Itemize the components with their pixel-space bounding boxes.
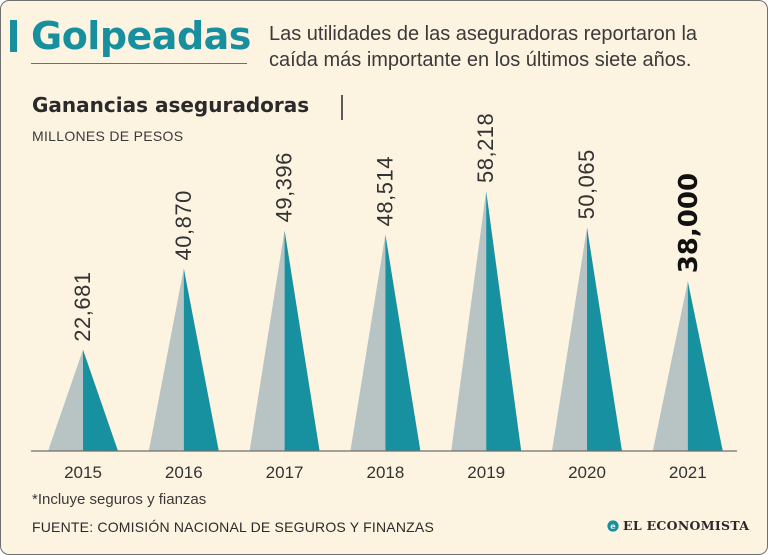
value-label: 50,065	[574, 149, 599, 219]
peak-light-face	[552, 227, 587, 451]
brand-logo-icon: e	[607, 519, 619, 532]
x-tick-label: 2017	[266, 463, 304, 482]
title-separator	[341, 95, 343, 120]
value-label: 49,396	[272, 152, 297, 222]
peak-light-face	[48, 349, 83, 451]
brand: e EL ECONOMISTA	[607, 518, 749, 533]
peak-2016	[148, 268, 219, 451]
peak-dark-face	[83, 349, 118, 451]
value-label: 22,681	[70, 271, 95, 341]
x-tick-label: 2018	[366, 463, 404, 482]
value-label: 40,870	[171, 190, 196, 260]
x-tick-labels: 2015 2016 2017 2018 2019 2020 2021	[64, 463, 707, 482]
headline: Golpeadas	[31, 14, 251, 58]
footnote: *Incluye seguros y fianzas	[32, 491, 207, 508]
x-tick-label: 2019	[467, 463, 505, 482]
x-tick-label: 2021	[669, 463, 707, 482]
peak-light-face	[451, 191, 487, 451]
peak-2020	[552, 227, 622, 451]
peak-dark-face	[687, 281, 723, 451]
peak-light-face	[350, 234, 386, 451]
peak-dark-face	[385, 234, 421, 451]
peak-2018	[350, 234, 421, 451]
value-labels: 22,681 40,870 49,396 48,514 58,218 50,065 38,0…	[70, 113, 704, 342]
x-tick-label: 2020	[568, 463, 606, 482]
peak-light-face	[652, 281, 688, 451]
peak-dark-face	[587, 227, 622, 451]
peak-2015	[48, 349, 118, 451]
brand-name: EL ECONOMISTA	[623, 518, 750, 533]
subtitle: Las utilidades de las aseguradoras repor…	[269, 23, 698, 71]
peak-2017	[249, 230, 320, 451]
headline-accent-bar	[10, 20, 17, 52]
value-label: 48,514	[372, 156, 397, 226]
peak-dark-face	[284, 230, 320, 451]
peak-dark-face	[183, 268, 219, 451]
peak-light-face	[148, 268, 184, 451]
peak-2021	[652, 281, 723, 451]
value-label: 58,218	[473, 113, 498, 183]
peak-light-face	[249, 230, 285, 451]
chart-title: Ganancias aseguradoras	[32, 93, 310, 117]
x-tick-label: 2015	[64, 463, 102, 482]
units-label: MILLONES DE PESOS	[32, 128, 184, 144]
peaks-layer	[48, 191, 723, 451]
source-note: FUENTE: COMISIÓN NACIONAL DE SEGUROS Y F…	[32, 519, 434, 535]
value-label: 38,000	[674, 173, 704, 273]
svg-text:e: e	[610, 522, 616, 532]
peak-2019	[451, 191, 522, 451]
peak-dark-face	[486, 191, 522, 451]
x-tick-label: 2016	[165, 463, 203, 482]
headline-underline	[31, 63, 247, 64]
